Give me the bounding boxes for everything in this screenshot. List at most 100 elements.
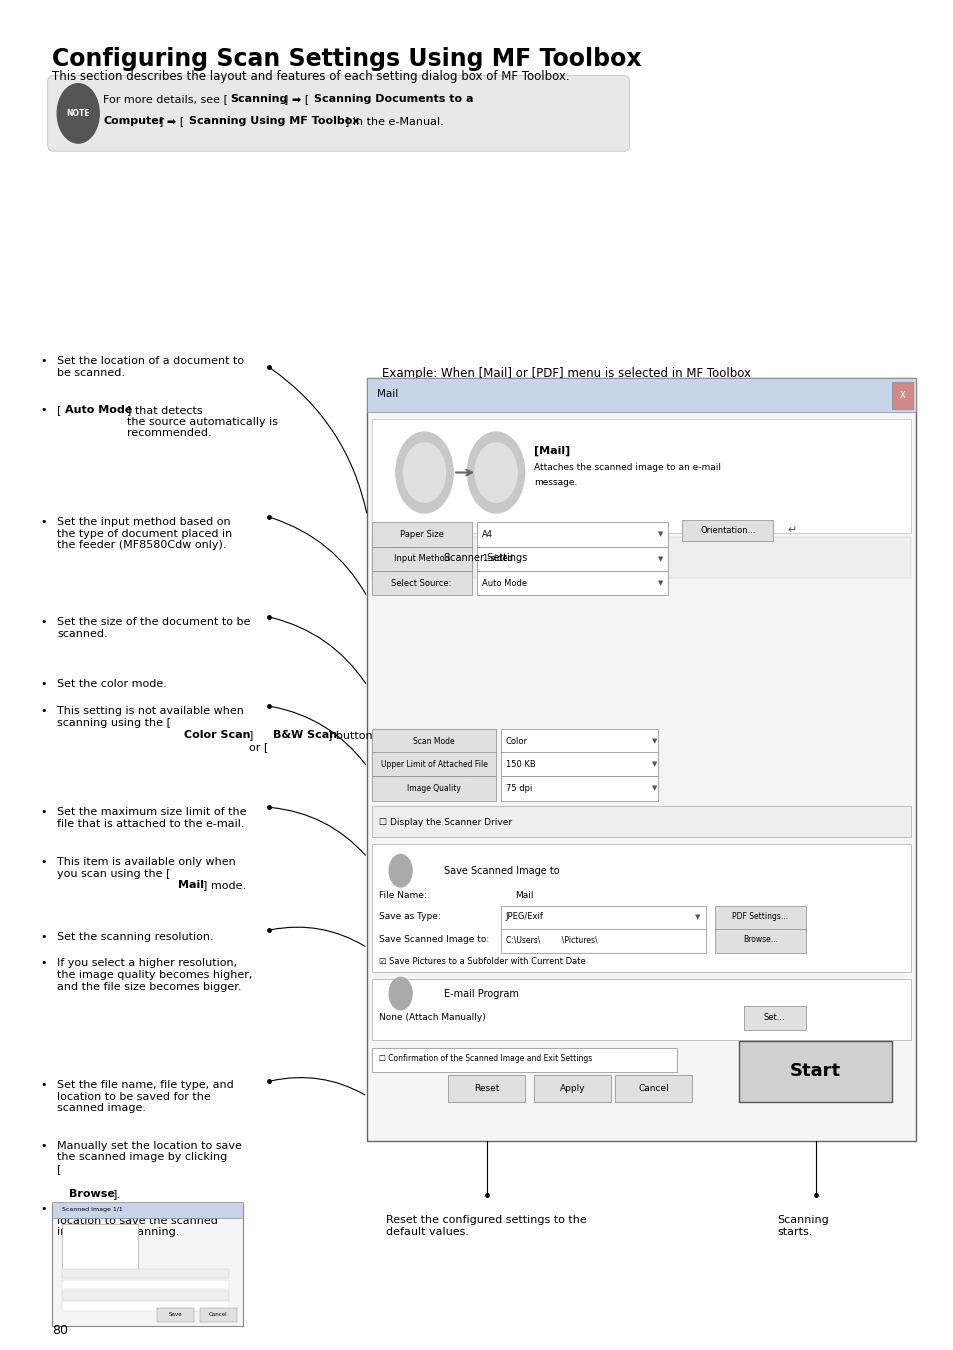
Text: For more details, see [: For more details, see [ (103, 95, 228, 104)
Text: Start: Start (789, 1061, 841, 1080)
Text: Apply: Apply (559, 1084, 584, 1092)
Text: •: • (40, 857, 47, 867)
Text: Scanning Using MF Toolbox: Scanning Using MF Toolbox (189, 116, 359, 126)
FancyBboxPatch shape (372, 537, 910, 578)
Text: •: • (40, 517, 47, 526)
FancyBboxPatch shape (476, 522, 667, 547)
FancyBboxPatch shape (52, 1204, 243, 1326)
Text: Set the location of a document to
be scanned.: Set the location of a document to be sca… (57, 356, 244, 378)
Text: 80: 80 (52, 1323, 69, 1336)
Text: Mail: Mail (515, 891, 533, 899)
Text: •: • (40, 679, 47, 688)
Text: ▼: ▼ (695, 914, 700, 919)
Text: Set the input method based on
the type of document placed in
the feeder (MF8580C: Set the input method based on the type o… (57, 517, 233, 551)
Text: PDF Settings...: PDF Settings... (732, 913, 787, 921)
Text: ↵: ↵ (786, 525, 796, 536)
Circle shape (467, 432, 524, 513)
Text: Auto Mode: Auto Mode (481, 579, 526, 587)
FancyBboxPatch shape (367, 378, 915, 412)
FancyBboxPatch shape (62, 1269, 229, 1278)
Text: Attaches the scanned image to an e-mail: Attaches the scanned image to an e-mail (534, 463, 720, 472)
Text: ] in the e-Manual.: ] in the e-Manual. (345, 116, 444, 126)
FancyBboxPatch shape (534, 1075, 610, 1102)
Text: This section describes the layout and features of each setting dialog box of MF : This section describes the layout and fe… (52, 70, 570, 84)
Text: ] that detects
the source automatically is
recommended.: ] that detects the source automatically … (127, 405, 277, 439)
Text: Scanned Image 1/1: Scanned Image 1/1 (62, 1207, 123, 1212)
FancyBboxPatch shape (615, 1075, 691, 1102)
Text: NOTE: NOTE (67, 109, 90, 117)
FancyBboxPatch shape (715, 906, 805, 930)
FancyBboxPatch shape (367, 378, 915, 1141)
Text: 75 dpi: 75 dpi (505, 784, 532, 792)
FancyBboxPatch shape (500, 929, 705, 953)
FancyBboxPatch shape (715, 929, 805, 953)
Text: Cancel: Cancel (209, 1312, 228, 1318)
Text: ▼: ▼ (658, 580, 663, 586)
FancyBboxPatch shape (681, 520, 772, 541)
Text: Orientation...: Orientation... (700, 526, 755, 535)
Text: •: • (40, 931, 47, 941)
Text: Save as Type:: Save as Type: (378, 913, 440, 921)
Text: Paper Size: Paper Size (399, 531, 443, 539)
Circle shape (389, 855, 412, 887)
Text: 1-sided: 1-sided (481, 555, 512, 563)
FancyBboxPatch shape (52, 1202, 243, 1218)
Text: [Mail]: [Mail] (534, 446, 570, 456)
Text: Select Source:: Select Source: (391, 579, 452, 587)
FancyBboxPatch shape (200, 1308, 236, 1322)
Text: Browse: Browse (69, 1189, 114, 1199)
Text: ▼: ▼ (658, 556, 663, 562)
Text: •: • (40, 356, 47, 366)
Text: Set...: Set... (763, 1014, 784, 1022)
FancyBboxPatch shape (891, 382, 912, 409)
Circle shape (475, 443, 517, 502)
FancyBboxPatch shape (476, 571, 667, 595)
Text: •: • (40, 1204, 47, 1214)
Text: Set the maximum size limit of the
file that is attached to the e-mail.: Set the maximum size limit of the file t… (57, 807, 247, 829)
Text: message.: message. (534, 478, 577, 487)
FancyBboxPatch shape (372, 571, 472, 595)
Text: ▼: ▼ (651, 786, 657, 791)
FancyBboxPatch shape (500, 906, 705, 930)
Text: Browse...: Browse... (742, 936, 777, 944)
Text: Image Quality: Image Quality (407, 784, 460, 792)
Text: Save Scanned Image to:: Save Scanned Image to: (378, 936, 489, 944)
Text: Auto Mode: Auto Mode (65, 405, 132, 414)
FancyBboxPatch shape (48, 76, 629, 151)
Text: •: • (40, 807, 47, 817)
Circle shape (403, 443, 445, 502)
Text: Scanning Documents to a: Scanning Documents to a (314, 95, 473, 104)
Text: •: • (40, 617, 47, 626)
Text: ] mode.: ] mode. (203, 880, 246, 890)
Text: B&W Scan: B&W Scan (273, 730, 336, 740)
Text: This item is available only when
you scan using the [: This item is available only when you sca… (57, 857, 235, 879)
FancyBboxPatch shape (500, 752, 658, 776)
Text: ]
or [: ] or [ (249, 730, 268, 752)
FancyBboxPatch shape (62, 1224, 138, 1269)
Text: Save Scanned Image to: Save Scanned Image to (443, 865, 558, 876)
Text: Set the size of the document to be
scanned.: Set the size of the document to be scann… (57, 617, 251, 639)
Text: •: • (40, 1141, 47, 1150)
Text: ] ➡ [: ] ➡ [ (159, 116, 184, 126)
FancyBboxPatch shape (372, 844, 910, 972)
FancyBboxPatch shape (157, 1308, 193, 1322)
FancyBboxPatch shape (372, 729, 496, 753)
Text: ▼: ▼ (651, 761, 657, 767)
FancyBboxPatch shape (476, 547, 667, 571)
Text: ] ➡ [: ] ➡ [ (284, 95, 309, 104)
Text: JPEG/Exif: JPEG/Exif (505, 913, 543, 921)
Text: Scanning
starts.: Scanning starts. (777, 1215, 828, 1237)
Text: Set the scanning resolution.: Set the scanning resolution. (57, 931, 213, 941)
Text: This setting is not available when
scanning using the [: This setting is not available when scann… (57, 706, 244, 728)
Text: ].: ]. (112, 1189, 120, 1199)
Text: Scan Mode: Scan Mode (413, 737, 455, 745)
Text: If you select a higher resolution,
the image quality becomes higher,
and the fil: If you select a higher resolution, the i… (57, 958, 253, 992)
Text: Scanner Settings: Scanner Settings (443, 552, 526, 563)
Circle shape (57, 84, 99, 143)
Text: Color: Color (505, 737, 527, 745)
FancyBboxPatch shape (500, 776, 658, 801)
Text: ☐ Confirmation of the Scanned Image and Exit Settings: ☐ Confirmation of the Scanned Image and … (378, 1054, 592, 1062)
Text: Reset: Reset (474, 1084, 498, 1092)
Text: ▼: ▼ (651, 738, 657, 744)
Text: E-mail Program: E-mail Program (443, 988, 517, 999)
